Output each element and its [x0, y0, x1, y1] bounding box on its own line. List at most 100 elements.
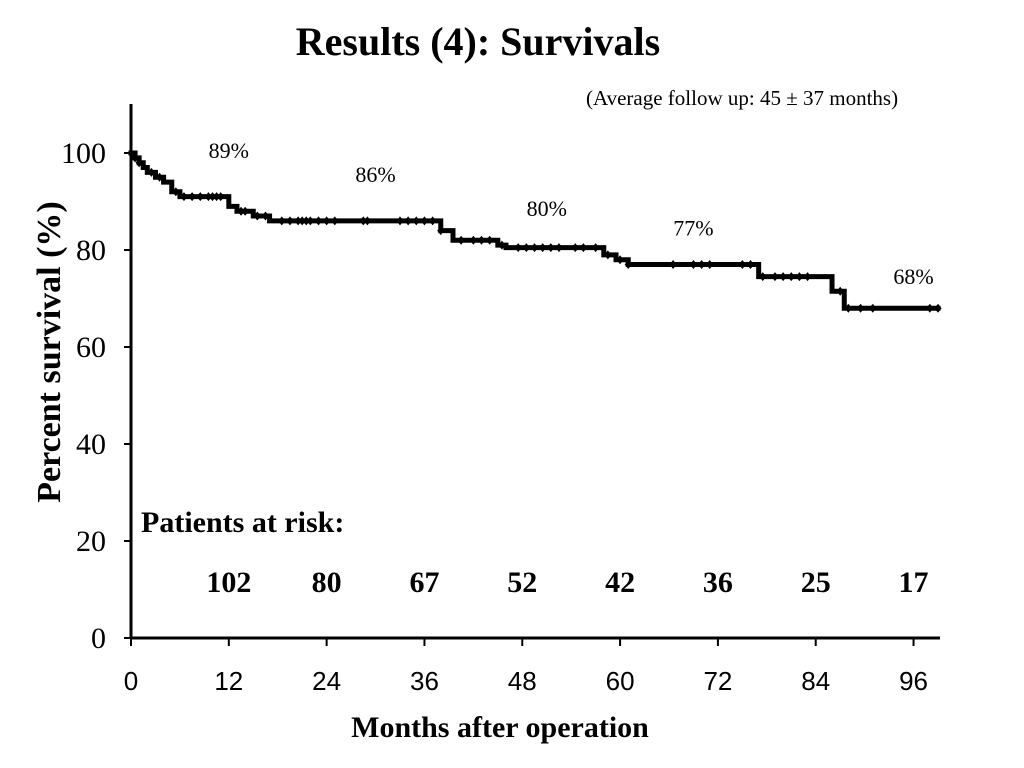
censor-marker [604, 250, 612, 260]
labels-layer: 89% 86% 80% 77% 68% Patients at risk: 102 80 67 5… [141, 138, 934, 599]
risk-count: 25 [801, 566, 831, 599]
censor-marker [579, 243, 588, 253]
risk-count: 67 [409, 566, 439, 599]
censor-marker [616, 255, 624, 265]
censor-marker [196, 192, 204, 202]
censor-marker [135, 158, 143, 168]
censor-marker [771, 272, 779, 282]
risk-count: 52 [507, 566, 537, 599]
censor-marker [241, 206, 249, 216]
censor-marker [323, 216, 331, 226]
y-axis-title: Percent survival (%) [31, 201, 68, 503]
censor-marker [314, 216, 323, 226]
x-axis-title: Months after operation [351, 711, 649, 744]
censor-marker [624, 260, 632, 270]
censor-marker [869, 303, 877, 313]
censor-marker [237, 206, 245, 216]
censor-marker [795, 272, 804, 282]
censor-marker [926, 303, 934, 313]
censor-marker [147, 167, 155, 177]
risk-count: 80 [312, 566, 342, 599]
censor-marker [547, 243, 555, 253]
censor-marker [286, 216, 294, 226]
censor-marker [669, 260, 677, 270]
risk-table-label: Patients at risk: [141, 506, 344, 539]
y-tick-label: 80 [76, 234, 106, 267]
censor-marker [787, 272, 795, 282]
censor-marker [188, 192, 196, 202]
censor-marker [555, 243, 563, 253]
x-tick-label: 60 [606, 666, 635, 696]
censor-marker [420, 216, 429, 226]
censor-marker [779, 272, 787, 282]
censor-marker [836, 286, 844, 296]
survival-curve [128, 150, 941, 311]
x-tick-label: 36 [410, 666, 439, 696]
censor-marker [844, 303, 852, 313]
x-tick-label: 84 [801, 666, 830, 696]
censor-marker [706, 260, 714, 270]
censor-marker [278, 216, 286, 226]
censor-marker [746, 260, 755, 270]
censor-marker [306, 216, 314, 226]
y-tick-label: 40 [76, 428, 106, 461]
censor-marker [331, 216, 339, 226]
censor-marker [155, 172, 164, 182]
x-tick-label: 12 [214, 666, 243, 696]
censor-marker [803, 272, 812, 282]
risk-count: 36 [703, 566, 733, 599]
censor-marker [363, 216, 371, 226]
survival-annotation: 68% [893, 264, 933, 289]
risk-count: 102 [206, 566, 251, 599]
censor-marker [759, 272, 767, 282]
censor-marker [522, 243, 530, 253]
risk-count: 42 [605, 566, 635, 599]
series-layer [128, 150, 941, 311]
y-tick-label: 60 [76, 331, 106, 364]
censor-marker [539, 243, 547, 253]
censor-marker [437, 226, 445, 236]
x-tick-label: 24 [312, 666, 341, 696]
axes: 0 20 40 60 80 100 0 12 24 36 48 60 72 84 96 Months afte… [31, 104, 940, 744]
y-tick-label: 20 [76, 525, 106, 558]
censor-marker [261, 211, 270, 221]
risk-count: 17 [899, 566, 929, 599]
censor-marker [302, 216, 310, 226]
censor-marker [469, 235, 477, 245]
censor-marker [298, 216, 306, 226]
censor-marker [212, 192, 221, 202]
censor-marker [698, 260, 706, 270]
censor-marker [457, 235, 465, 245]
censor-marker [172, 187, 180, 197]
censor-marker [429, 216, 437, 226]
slide-title: Results (4): Survivals [295, 19, 661, 64]
censor-marker [253, 211, 261, 221]
censor-marker [689, 260, 698, 270]
x-tick-label: 96 [899, 666, 928, 696]
censor-marker [592, 243, 600, 253]
censor-marker [856, 303, 865, 313]
follow-up-subtitle: (Average follow up: 45 ± 37 months) [586, 86, 899, 110]
survival-annotation: 80% [527, 196, 567, 221]
survival-annotation: 89% [209, 138, 249, 163]
censor-marker [131, 153, 139, 163]
censor-marker [477, 235, 486, 245]
censor-marker [396, 216, 404, 226]
survival-annotation: 86% [355, 162, 395, 187]
censor-marker [412, 216, 420, 226]
y-tick-label: 100 [61, 137, 106, 170]
censor-marker [571, 243, 579, 253]
censor-marker [294, 216, 302, 226]
censor-marker [217, 192, 225, 202]
censor-marker [180, 192, 188, 202]
x-tick-label: 48 [508, 666, 537, 696]
censor-marker [208, 192, 217, 202]
x-tick-label: 72 [703, 666, 732, 696]
censor-marker [359, 216, 367, 226]
censor-marker [486, 235, 494, 245]
censor-marker [204, 192, 213, 202]
x-tick-label: 0 [124, 666, 138, 696]
censor-marker [738, 260, 746, 270]
survival-annotation: 77% [673, 215, 713, 240]
